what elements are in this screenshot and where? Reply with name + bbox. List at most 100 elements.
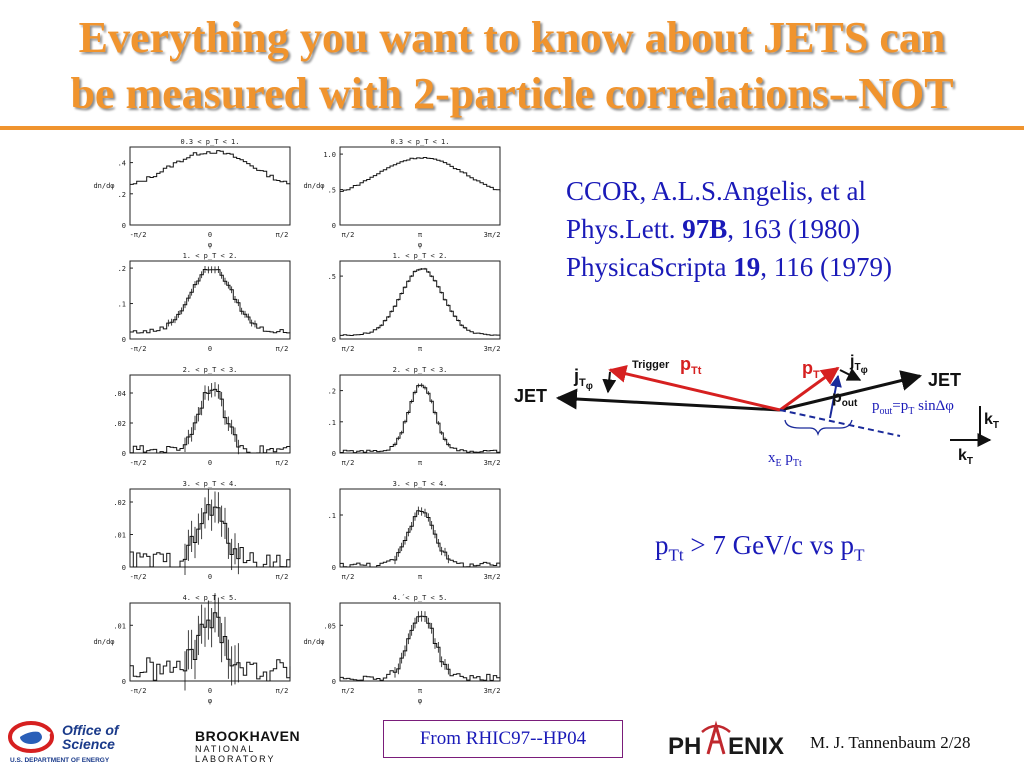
kt-label: kT [984,411,999,431]
data-curve [340,615,501,681]
jt-phi-left-label: jTφ [573,366,593,392]
data-curve [340,384,501,454]
plot-title: 3. < p_T < 4. [183,480,238,488]
y-tick-label: 0 [332,678,336,686]
plot-frame [339,488,501,568]
x-tick-label: π [418,459,423,467]
x-tick-label: 0 [208,573,212,581]
plot-frame [339,260,501,340]
x-axis-label: φ [208,241,212,249]
y-tick-label: 0 [332,336,336,344]
x-axis-label: φ [208,697,212,705]
plot-title: 1. < p_T < 2. [183,252,238,260]
title-line-2: be measured with 2-particle correlations… [70,69,954,118]
plot-frame [129,260,291,340]
plot-frame [129,146,291,226]
y-tick-label: .2 [328,388,336,396]
plot-title: 3. < p_T < 4. [393,480,448,488]
y-tick-label: 1.0 [323,151,336,159]
xe-brace [784,419,853,437]
x-tick-label: 3π/2 [484,459,501,467]
y-tick-label: .04 [113,390,126,398]
kt-label-2: kT [958,447,973,467]
y-tick-label: .02 [113,499,126,507]
x-tick-label: π/2 [276,345,289,353]
x-tick-label: -π/2 [130,459,147,467]
trigger-vector [608,364,781,412]
jt-left-arrow [602,371,617,394]
pout-label: pout [832,389,858,409]
plot-panel: 0.3 < p_T < 1. .2 .4 0 -π/2 0 π/2 φ dn/dφ [93,138,291,249]
y-tick-label: .5 [328,273,336,281]
data-curve [130,612,291,682]
plot-title: 1. < p_T < 2. [393,252,448,260]
x-tick-label: -π/2 [130,573,147,581]
y-tick-label: .01 [113,532,126,540]
x-tick-label: π/2 [342,345,355,353]
x-tick-label: 3π/2 [484,345,501,353]
reference-line-1: CCOR, A.L.S.Angelis, et al [566,176,867,206]
plot-frame [129,374,291,454]
x-tick-label: 0 [208,231,212,239]
pt-selection-text: pTt > 7 GeV/c vs pT [655,530,865,565]
plot-title: 2. < p_T < 3. [183,366,238,374]
title-underline [0,126,1024,130]
x-tick-label: 3π/2 [484,231,501,239]
data-curve [130,269,291,334]
jt-phi-right-label: jTφ [849,353,868,376]
data-curve [340,268,501,336]
y-axis-label: dn/dφ [93,182,114,190]
reference-line-2: Phys.Lett. 97B, 163 (1980) [566,214,861,244]
plot-frame [129,488,291,568]
plot-panel: 1. < p_T < 2. .5 0 π/2 π 3π/2 [328,252,501,353]
y-tick-label: .1 [328,512,336,520]
x-tick-label: π/2 [276,573,289,581]
svg-text:ENIX: ENIX [728,733,784,760]
bnl-subtitle: NATIONAL LABORATORY [195,744,276,764]
x-tick-label: 0 [208,687,212,695]
jet-axis-right [779,370,923,412]
source-box: From RHIC97--HP04 [383,720,623,758]
x-tick-label: 3π/2 [484,573,501,581]
data-curve [130,504,291,568]
plot-title: 0.3 < p_T < 1. [390,138,449,146]
y-tick-label: 0 [122,564,126,572]
y-tick-label: .4 [118,160,126,168]
y-tick-label: 0 [332,450,336,458]
plot-panel: 3. < p_T < 4. .01 .02 0 -π/2 0 π/2 [113,480,291,581]
reference-block: CCOR, A.L.S.Angelis, et al Phys.Lett. 97… [566,172,892,286]
x-tick-label: π [418,231,423,239]
jet-axis-left [555,388,781,412]
data-curve [130,150,291,185]
jet-left-label: JET [514,386,547,406]
plot-panel: 2. < p_T < 3. .1 .2 0 π/2 π 3π/2 [328,366,501,467]
phenix-logo: PH ENIX [668,720,784,760]
xe-label: xE pTt [768,450,802,469]
plot-panel: 3. < p_T < 4. .1 0 π/2 π 3π/2 [328,480,501,581]
x-tick-label: π/2 [276,231,289,239]
x-tick-label: π/2 [342,231,355,239]
y-tick-label: 0 [122,450,126,458]
y-tick-label: .02 [113,420,126,428]
x-axis-label: φ [418,697,422,705]
correlation-plots-grid: 0.3 < p_T < 1. .2 .4 0 -π/2 0 π/2 φ dn/dφ 0.3 < p… [93,138,501,705]
plot-frame [339,602,501,682]
y-tick-label: .2 [118,191,126,199]
x-axis-label: φ [418,241,422,249]
plot-title: 0.3 < p_T < 1. [180,138,239,146]
x-tick-label: π/2 [342,573,355,581]
x-tick-label: 0 [208,459,212,467]
y-axis-label: dn/dφ [303,182,324,190]
x-tick-label: π [418,687,423,695]
jet-kinematics-diagram: JET JET jTφ Trigger pTt pT jTφ pout pout… [514,353,999,469]
x-tick-label: -π/2 [130,345,147,353]
plot-panel: 4.´< p_T < 5. .05 0 π/2 π 3π/2 φ dn/dφ [303,594,501,705]
y-tick-label: .1 [328,419,336,427]
x-tick-label: π/2 [276,459,289,467]
x-tick-label: π/2 [342,687,355,695]
y-tick-label: 0 [332,222,336,230]
dashed-axis [779,409,901,437]
jet-right-label: JET [928,370,961,390]
svg-text:Science: Science [62,736,115,752]
plot-frame [129,602,291,682]
